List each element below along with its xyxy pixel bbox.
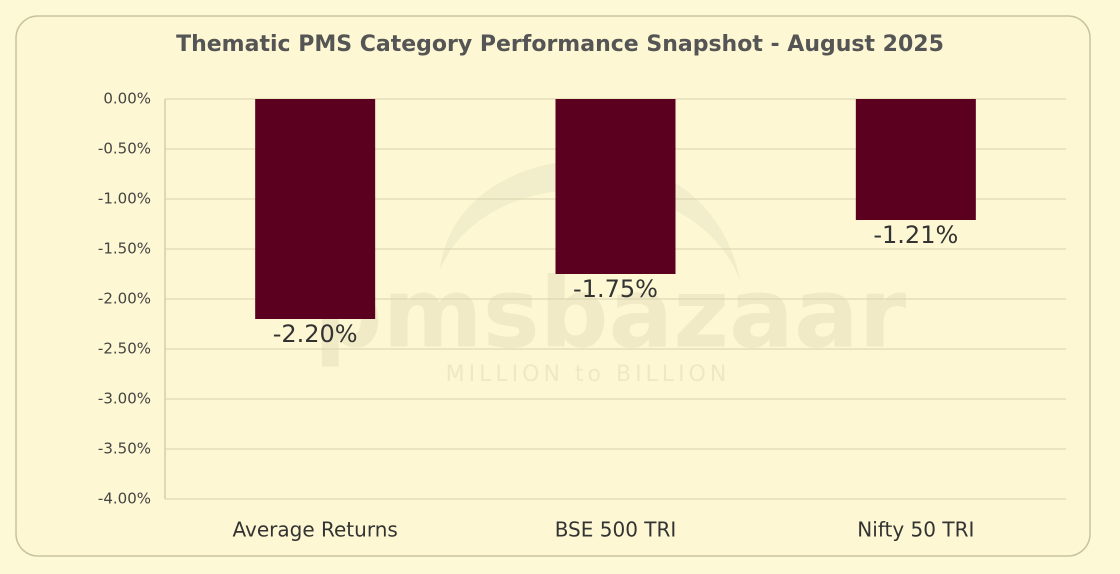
chart-title: Thematic PMS Category Performance Snapsh… (176, 32, 944, 57)
y-tick-label: -3.50% (98, 440, 151, 458)
y-tick-label: -1.50% (98, 240, 151, 258)
y-tick-label: -1.00% (98, 190, 151, 208)
x-tick-label: BSE 500 TRI (555, 518, 677, 542)
bar (255, 99, 376, 319)
watermark-tagline: MILLION to BILLION (446, 362, 731, 387)
y-tick-label: -4.00% (98, 490, 151, 508)
bar (855, 99, 976, 220)
y-tick-label: -2.50% (98, 340, 151, 358)
x-tick-label: Average Returns (233, 518, 398, 542)
value-label: -1.21% (873, 221, 958, 249)
y-tick-label: -3.00% (98, 390, 151, 408)
y-tick-label: -0.50% (98, 140, 151, 158)
bar (555, 99, 676, 274)
watermark-brand: pmsbazaar (314, 257, 907, 369)
value-label: -1.75% (573, 275, 658, 303)
watermark: pmsbazaar MILLION to BILLION (314, 160, 907, 387)
y-tick-label: 0.00% (103, 90, 151, 108)
value-label: -2.20% (273, 320, 358, 348)
y-tick-label: -2.00% (98, 290, 151, 308)
x-tick-label: Nifty 50 TRI (857, 518, 974, 542)
